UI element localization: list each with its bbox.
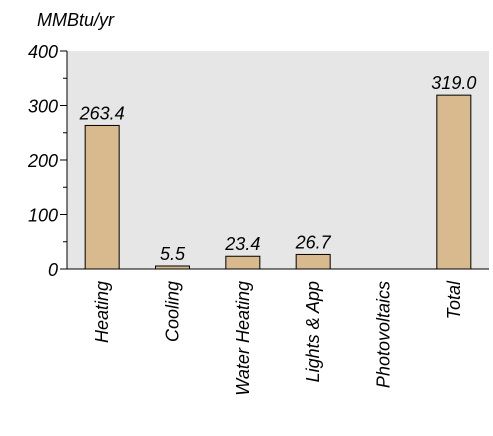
y-axis-title: MMBtu/yr (37, 10, 115, 30)
y-tick-label: 100 (28, 206, 58, 226)
bars: 263.4 5.5 23.4 26.7 319.0 (79, 73, 476, 270)
y-axis-ticks: 0 100 200 300 400 (27, 42, 67, 280)
y-tick-label: 0 (48, 260, 58, 280)
x-tick-label: Water Heating (233, 281, 253, 396)
bar-data-label: 319.0 (431, 73, 476, 93)
x-tick-label: Heating (92, 281, 112, 343)
bar-data-label: 5.5 (160, 244, 186, 264)
x-tick-label: Lights & App (303, 281, 323, 382)
y-tick-label: 400 (28, 42, 58, 62)
bar-total (436, 94, 472, 270)
bar-data-label: 263.4 (79, 103, 125, 123)
x-axis-labels: Heating Cooling Water Heating Lights & App P… (92, 280, 464, 396)
x-tick-label: Photovoltaics (374, 281, 394, 388)
x-tick-label: Total (444, 280, 464, 319)
bar-water-heating (225, 255, 261, 270)
bar-lights-app (295, 253, 331, 270)
bar-heating (84, 124, 120, 270)
x-tick-label: Cooling (163, 281, 183, 342)
bar-data-label: 26.7 (295, 232, 332, 252)
y-tick-label: 200 (27, 151, 58, 171)
bar-data-label: 23.4 (224, 234, 260, 254)
plot-background (67, 51, 489, 269)
y-tick-label: 300 (28, 97, 58, 117)
